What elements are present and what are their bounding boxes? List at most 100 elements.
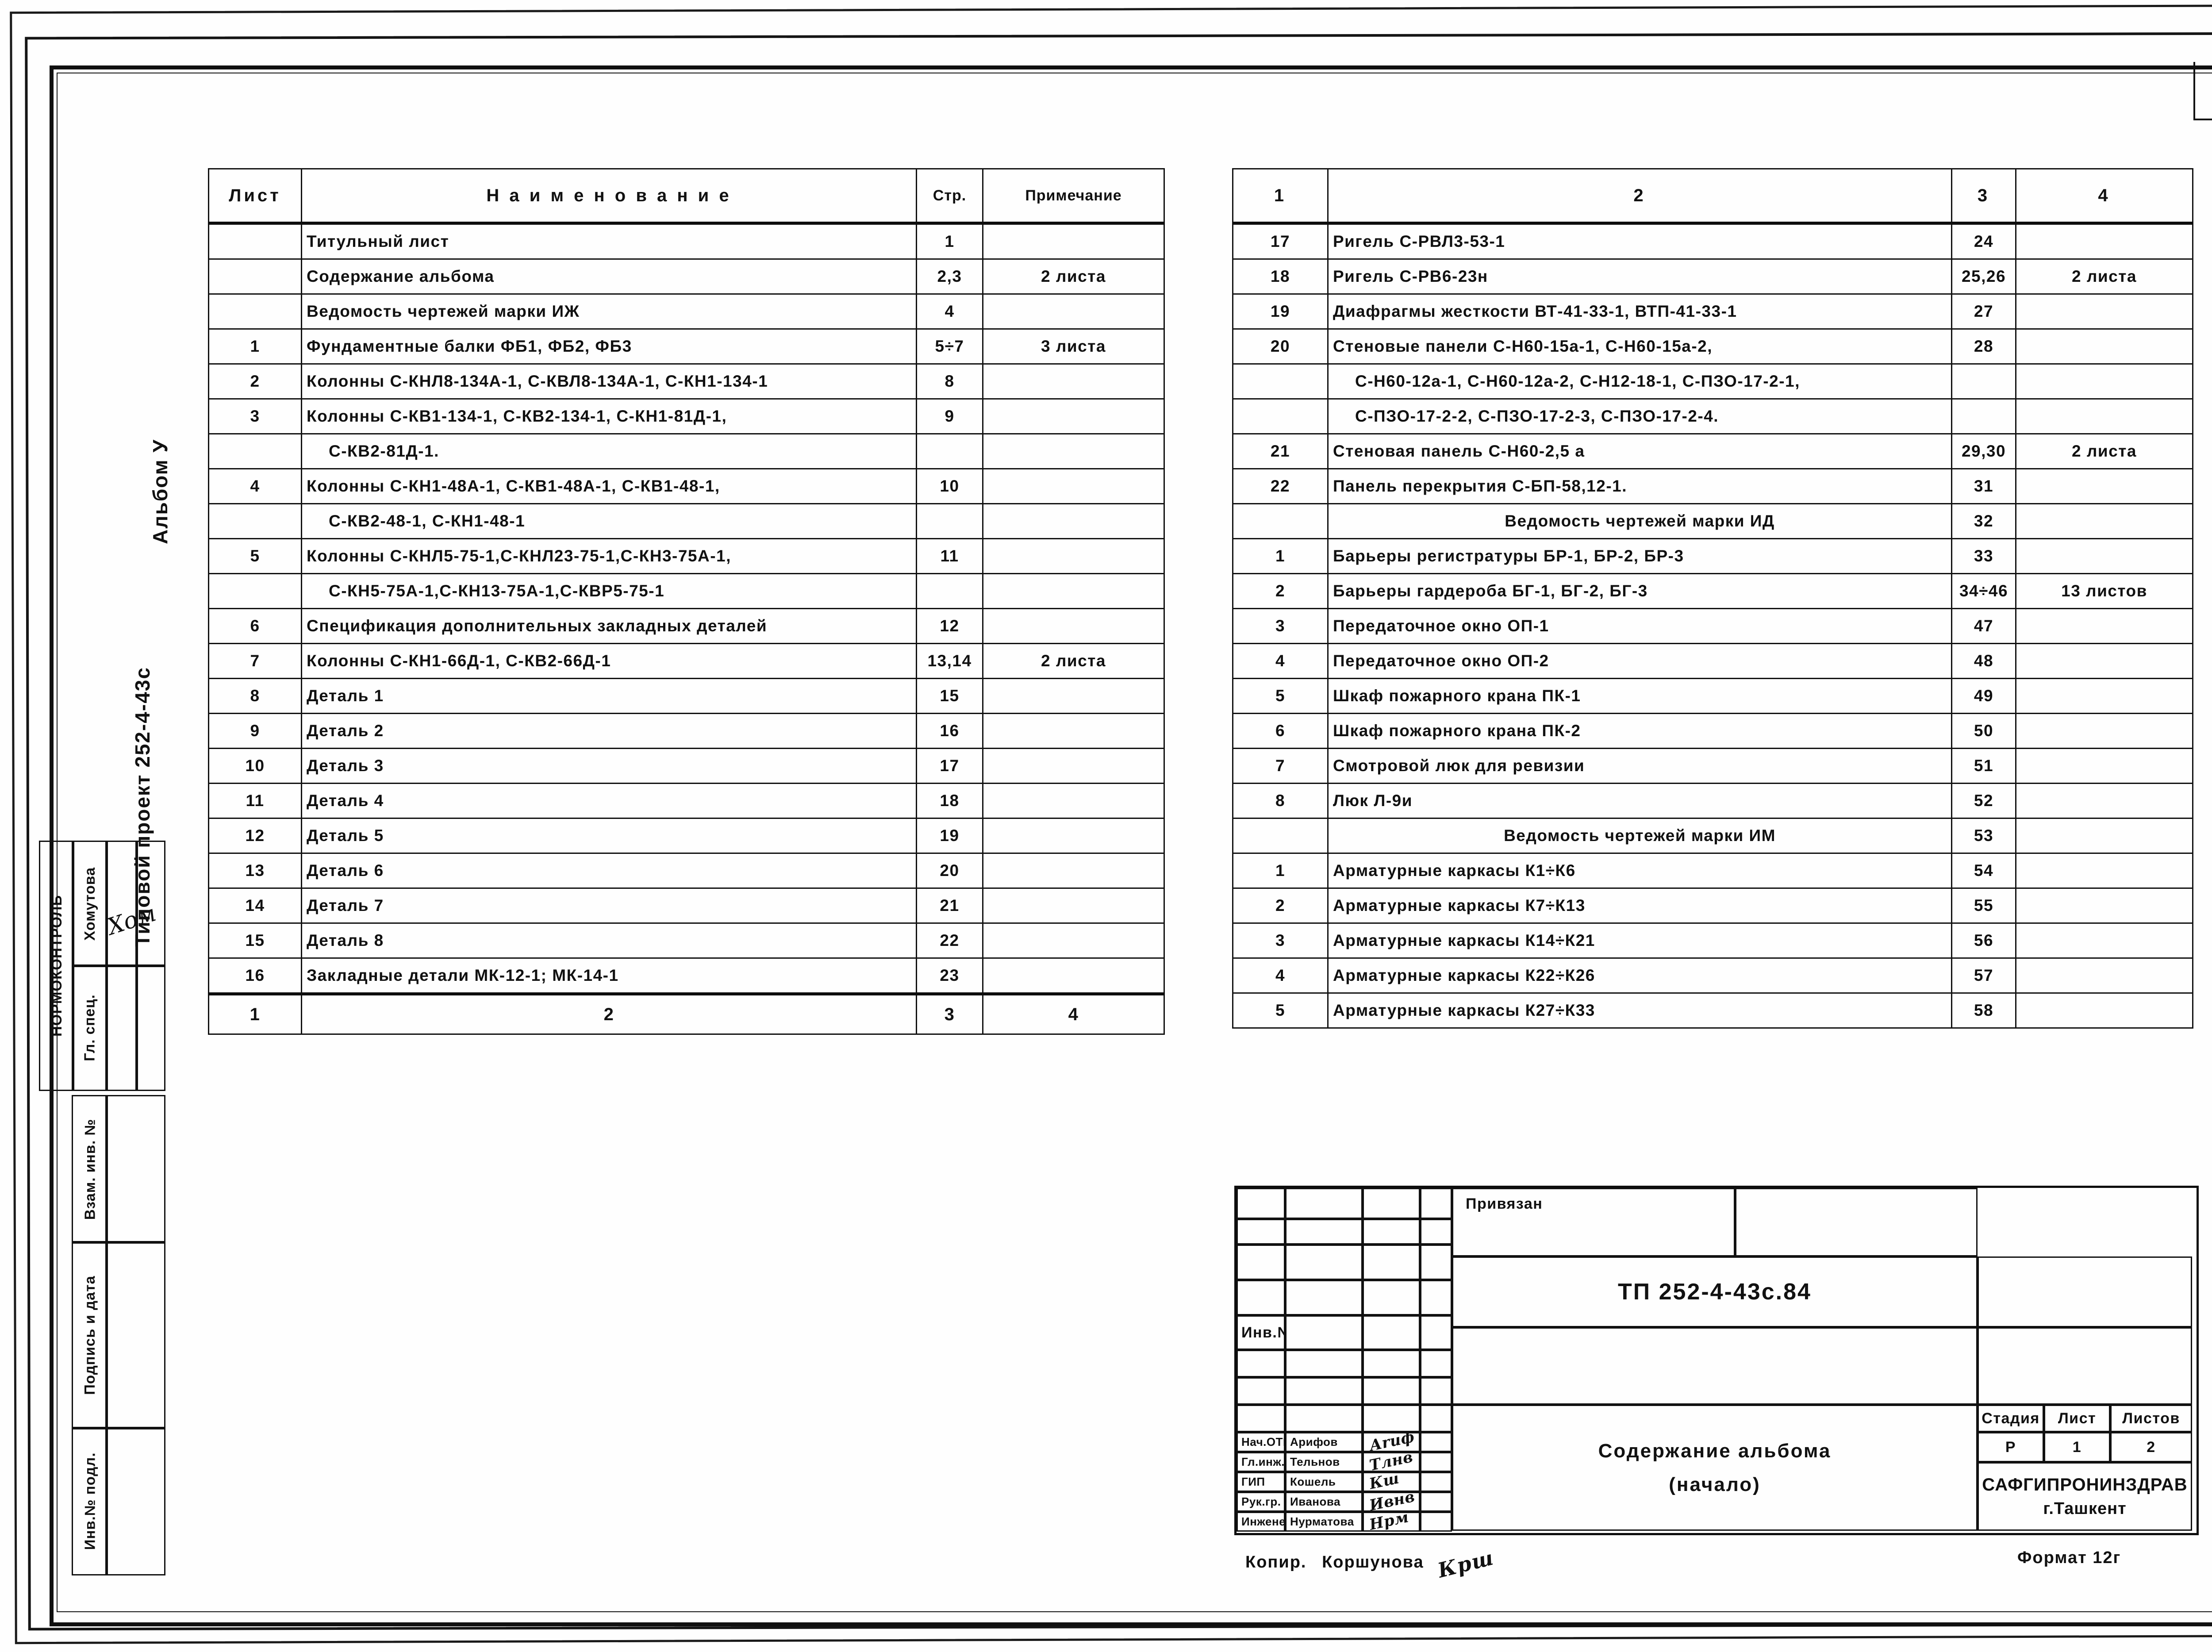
row-page: 49 <box>1951 678 2016 714</box>
tb-rev4-cell-1 <box>1237 1280 1285 1315</box>
row-page: 16 <box>916 713 983 749</box>
row-title: Содержание альбома <box>301 258 917 295</box>
role-date-3 <box>1420 1472 1452 1492</box>
tb-rev5-cell-2 <box>1285 1350 1363 1377</box>
row-title: Деталь 3 <box>301 748 917 784</box>
table-row: 10 Деталь 3 17 <box>208 748 1165 784</box>
row-sheet-number: 19 <box>1232 293 1329 330</box>
row-sheet-number: 2 <box>1232 573 1329 609</box>
row-page: 9 <box>916 398 983 434</box>
row-title: Барьеры гардероба БГ-1, БГ-2, БГ-3 <box>1327 573 1952 609</box>
tb-rev2-cell-2 <box>1285 1219 1363 1245</box>
tb-rev5-cell-1 <box>1237 1350 1285 1377</box>
role-label-5: Инженер <box>1237 1512 1285 1532</box>
row-page: 11 <box>916 538 983 574</box>
table-row: 2 Арматурные каркасы К7÷К13 55 <box>1232 887 2193 924</box>
tb-rev2-cell-3 <box>1363 1219 1420 1245</box>
row-page: 1 <box>916 223 983 260</box>
role-label-1: Нач.ОТП <box>1237 1432 1285 1452</box>
tb-rev6-cell-4 <box>1420 1377 1452 1405</box>
row-page: 48 <box>1951 643 2016 679</box>
row-title: Шкаф пожарного крана ПК-1 <box>1327 678 1952 714</box>
tb-rev7-cell-2 <box>1285 1405 1363 1432</box>
inv-podl-cell: Инв.№ подл. <box>72 1427 108 1575</box>
row-page: 23 <box>916 957 983 995</box>
row-sheet-number: 5 <box>208 538 302 574</box>
table-row: 11 Деталь 4 18 <box>208 783 1165 819</box>
row-sheet-number <box>208 223 302 260</box>
row-note <box>982 957 1165 995</box>
row-title: Шкаф пожарного крана ПК-2 <box>1327 713 1952 749</box>
row-page <box>1951 363 2016 400</box>
left-table-footer-4: 4 <box>982 992 1165 1035</box>
left-table-header-3: Стр. <box>916 168 983 225</box>
table-row: 7 Смотровой люк для ревизии 51 <box>1232 748 2193 784</box>
doc-title-line1: Содержание альбома <box>1598 1440 1832 1462</box>
row-note <box>982 433 1165 469</box>
row-sheet-number: 11 <box>208 783 302 819</box>
tb-rev5-cell-4 <box>1420 1350 1452 1377</box>
row-note <box>2015 643 2193 679</box>
row-note: 13 листов <box>2015 573 2193 609</box>
role-name-3: Кошель <box>1285 1472 1363 1492</box>
row-page: 5÷7 <box>916 328 983 365</box>
table-row: 2 Барьеры гардероба БГ-1, БГ-2, БГ-3 34÷46… <box>1232 573 2193 609</box>
row-note <box>982 678 1165 714</box>
signature-glyph-4: Ивнв <box>1367 1492 1417 1512</box>
right-table-header-1: 1 <box>1232 168 1329 225</box>
row-note <box>2015 328 2193 365</box>
row-note <box>2015 992 2193 1029</box>
normcontrol-date-cell <box>135 841 165 967</box>
role-name-2: Тельнов <box>1285 1452 1363 1472</box>
row-page <box>916 573 983 609</box>
row-title: Колонны С-КВ1-134-1, С-КВ2-134-1, С-КН1-… <box>301 398 917 434</box>
row-title: С-КН5-75А-1,С-КН13-75А-1,С-КВР5-75-1 <box>301 573 917 609</box>
table-row: С-КВ2-48-1, С-КН1-48-1 <box>208 503 1165 539</box>
row-page <box>916 433 983 469</box>
row-title: Арматурные каркасы К7÷К13 <box>1327 887 1952 924</box>
role-signature-5: Нрм <box>1363 1512 1420 1532</box>
tb-inv-label: Инв.№ <box>1237 1315 1285 1350</box>
row-title: Спецификация дополнительных закладных де… <box>301 608 917 644</box>
tb-rev6-cell-2 <box>1285 1377 1363 1405</box>
tb-rev5-cell-3 <box>1363 1350 1420 1377</box>
table-row: 1 Арматурные каркасы К1÷К6 54 <box>1232 853 2193 889</box>
row-page: 52 <box>1951 783 2016 819</box>
row-sheet-number <box>208 503 302 539</box>
row-note <box>2015 748 2193 784</box>
inv-podl-label: Инв.№ подл. <box>81 1452 98 1550</box>
table-row: С-КН5-75А-1,С-КН13-75А-1,С-КВР5-75-1 <box>208 573 1165 609</box>
table-row: 4 Арматурные каркасы К22÷К26 57 <box>1232 957 2193 994</box>
row-note <box>2015 678 2193 714</box>
row-page: 8 <box>916 363 983 400</box>
row-note <box>982 818 1165 854</box>
row-page: 25,26 <box>1951 258 2016 295</box>
row-note <box>982 363 1165 400</box>
doc-title-line2: (начало) <box>1669 1473 1761 1495</box>
row-note <box>2015 468 2193 504</box>
signature-glyph-3: Кш <box>1367 1472 1401 1492</box>
drawing-frame <box>50 65 2212 1626</box>
row-sheet-number <box>208 573 302 609</box>
table-row: 20 Стеновые панели С-Н60-15а-1, С-Н60-15а… <box>1232 328 2193 365</box>
row-sheet-number <box>208 433 302 469</box>
row-title: Диафрагмы жесткости ВТ-41-33-1, ВТП-41-3… <box>1327 293 1952 330</box>
tb-rev7-cell-3 <box>1363 1405 1420 1432</box>
row-note <box>982 853 1165 889</box>
tb-rev4-cell-4 <box>1420 1280 1452 1315</box>
vzam-inv-label: Взам. инв. № <box>81 1118 98 1220</box>
row-sheet-number: 14 <box>208 887 302 924</box>
row-sheet-number <box>208 258 302 295</box>
role-name-5: Нурматова <box>1285 1512 1363 1532</box>
row-page: 29,30 <box>1951 433 2016 469</box>
row-sheet-number: 10 <box>208 748 302 784</box>
row-title: Люк Л-9и <box>1327 783 1952 819</box>
tb-rev3-cell-3 <box>1363 1245 1420 1280</box>
tb-rev4-cell-3 <box>1363 1280 1420 1315</box>
row-sheet-number: 5 <box>1232 992 1329 1029</box>
table-row: 14 Деталь 7 21 <box>208 887 1165 924</box>
table-row: Титульный лист 1 <box>208 223 1165 260</box>
tb-right-blank-2 <box>1978 1327 2192 1405</box>
row-note <box>982 573 1165 609</box>
row-note: 2 листа <box>2015 433 2193 469</box>
